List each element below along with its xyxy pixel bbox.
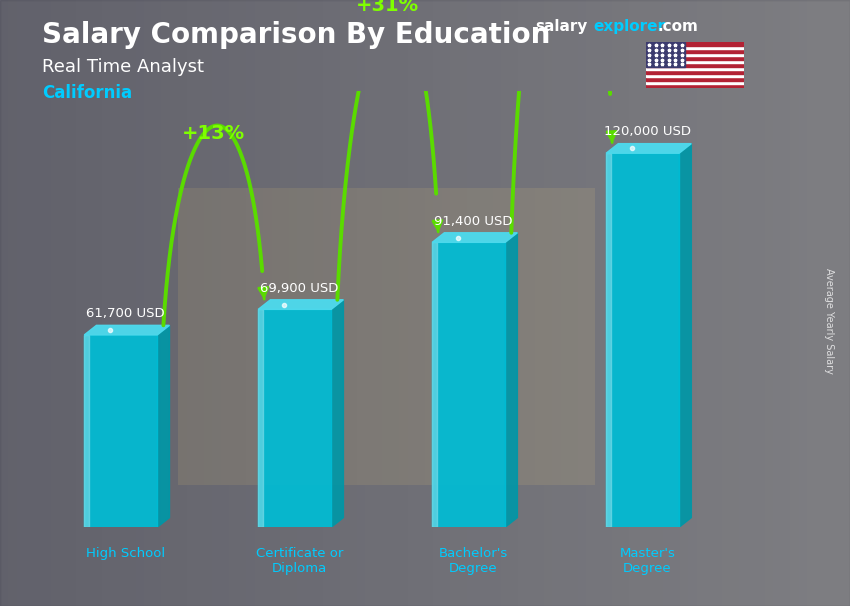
Polygon shape	[432, 233, 518, 242]
Text: +13%: +13%	[182, 124, 246, 144]
Polygon shape	[646, 60, 744, 64]
Text: Average Yearly Salary: Average Yearly Salary	[824, 268, 834, 374]
Polygon shape	[646, 81, 744, 84]
Polygon shape	[646, 42, 744, 46]
Text: High School: High School	[86, 547, 165, 560]
Text: +31%: +31%	[356, 0, 419, 15]
Text: Bachelor's
Degree: Bachelor's Degree	[439, 547, 508, 575]
Text: 120,000 USD: 120,000 USD	[604, 125, 691, 138]
Polygon shape	[505, 233, 518, 527]
Polygon shape	[157, 325, 169, 527]
Polygon shape	[646, 56, 744, 60]
Polygon shape	[332, 300, 343, 527]
Polygon shape	[646, 78, 744, 81]
Polygon shape	[84, 335, 157, 527]
Polygon shape	[646, 42, 685, 67]
Polygon shape	[646, 50, 744, 53]
Polygon shape	[606, 153, 679, 527]
Text: Real Time Analyst: Real Time Analyst	[42, 58, 205, 76]
Polygon shape	[84, 335, 89, 527]
Text: 91,400 USD: 91,400 USD	[434, 215, 513, 227]
Text: Certificate or
Diploma: Certificate or Diploma	[256, 547, 343, 575]
Text: Master's
Degree: Master's Degree	[620, 547, 676, 575]
Text: explorer: explorer	[593, 19, 666, 35]
Polygon shape	[258, 310, 332, 527]
Text: salary: salary	[536, 19, 588, 35]
Polygon shape	[606, 144, 691, 153]
Polygon shape	[84, 325, 169, 335]
Text: 69,900 USD: 69,900 USD	[260, 282, 339, 295]
Polygon shape	[432, 242, 505, 527]
Polygon shape	[646, 46, 744, 50]
Polygon shape	[679, 144, 691, 527]
Polygon shape	[646, 70, 744, 74]
Polygon shape	[606, 153, 611, 527]
Text: California: California	[42, 84, 133, 102]
Text: 61,700 USD: 61,700 USD	[87, 307, 165, 320]
Polygon shape	[258, 310, 264, 527]
Polygon shape	[432, 242, 437, 527]
Polygon shape	[646, 53, 744, 56]
Polygon shape	[258, 300, 343, 310]
Text: .com: .com	[657, 19, 698, 35]
Polygon shape	[646, 84, 744, 88]
Polygon shape	[646, 74, 744, 78]
Text: Salary Comparison By Education: Salary Comparison By Education	[42, 21, 551, 49]
Polygon shape	[646, 64, 744, 67]
Polygon shape	[646, 67, 744, 70]
